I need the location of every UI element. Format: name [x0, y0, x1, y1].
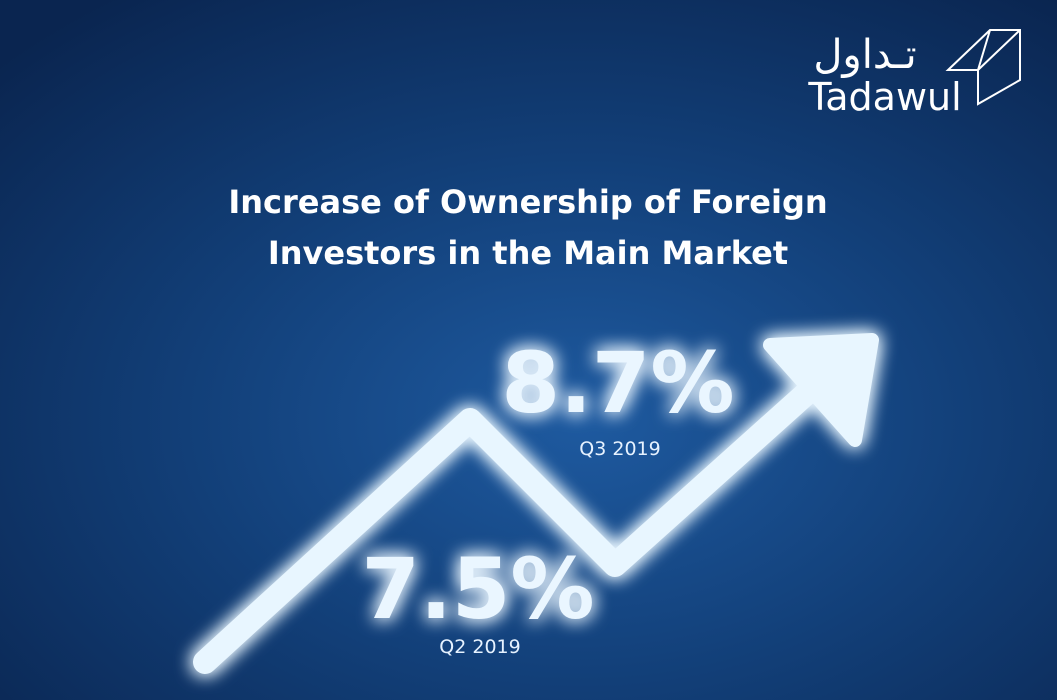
stat-period: Q2 2019 — [439, 636, 520, 658]
stat-period: Q3 2019 — [579, 438, 660, 460]
title-line: Investors in the Main Market — [268, 234, 788, 272]
stat-value: 7.5% — [362, 540, 595, 638]
stat-value: 8.7% — [502, 334, 735, 432]
logo-arabic: تـداول — [813, 32, 916, 78]
title-line: Increase of Ownership of Foreign — [228, 183, 827, 221]
logo: تـداول Tadawul — [807, 29, 1021, 119]
logo-icon — [945, 29, 1021, 106]
logo-latin: Tadawul — [807, 75, 961, 119]
trend-arrow — [193, 333, 879, 674]
